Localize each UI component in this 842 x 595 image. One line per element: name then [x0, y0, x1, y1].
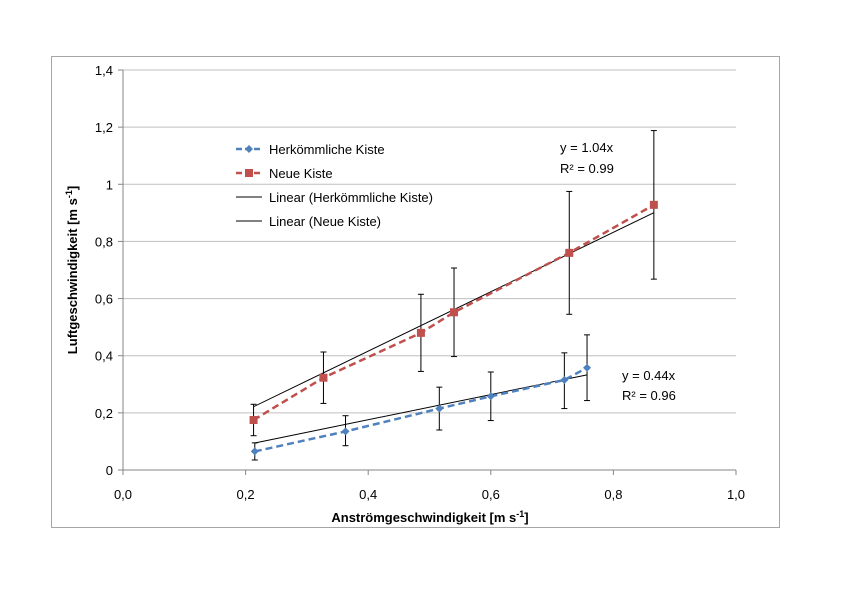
legend: Herkömmliche Kiste Neue Kiste Linear (Herk…: [236, 142, 433, 229]
data-point-diamond: [250, 447, 259, 456]
series: [249, 200, 658, 456]
x-tick-label: 0,8: [604, 487, 622, 502]
series-line-1: [252, 203, 655, 422]
x-tick-label: 0,2: [237, 487, 255, 502]
y-tick-label: 0,2: [95, 406, 113, 421]
equation-herkoemmliche-kiste: y = 0.44x R² = 0.96: [622, 368, 676, 403]
data-point-square: [416, 328, 425, 337]
x-tick-label: 0,6: [482, 487, 500, 502]
series-line-0: [254, 366, 588, 453]
legend-marker-square: [245, 169, 253, 177]
y-tick-label: 1: [106, 177, 113, 192]
data-point-square: [249, 416, 258, 424]
data-point-square: [319, 373, 328, 382]
legend-label-0: Herkömmliche Kiste: [269, 142, 385, 157]
y-tick-label: 0: [106, 463, 113, 478]
chart-frame: [51, 56, 780, 528]
data-point-diamond: [435, 404, 444, 413]
y-tick-label: 0,4: [95, 349, 113, 364]
y-tick-label: 0,6: [95, 292, 113, 307]
data-point-diamond: [341, 427, 350, 436]
data-point-diamond: [486, 392, 495, 401]
legend-marker-diamond: [245, 145, 253, 153]
y-tick-label: 1,4: [95, 63, 113, 78]
data-point-square: [450, 308, 459, 317]
y-axis-title: Luftgeschwindigkeit [m s-1]: [64, 186, 80, 354]
legend-label-2: Linear (Herkömmliche Kiste): [269, 190, 433, 205]
legend-label-1: Neue Kiste: [269, 166, 333, 181]
trendline-0: [254, 374, 588, 444]
y-tick-label: 0,8: [95, 234, 113, 249]
axes: 0 0,2 0,4 0,6 0,8 1 1,2 1,4 0,0 0,2 0,4 0,6 0,8 1,0: [95, 63, 745, 502]
x-tick-label: 0,4: [359, 487, 377, 502]
x-axis-title: Anströmgeschwindigkeit [m s-1]: [331, 509, 528, 525]
data-point-square: [649, 200, 658, 209]
x-tick-label: 1,0: [727, 487, 745, 502]
equation-neue-kiste: y = 1.04x R² = 0.99: [560, 140, 614, 176]
y-tick-label: 1,2: [95, 120, 113, 135]
data-point-diamond: [560, 376, 569, 384]
data-point-square: [565, 248, 574, 257]
x-tick-label: 0,0: [114, 487, 132, 502]
data-point-diamond: [583, 363, 592, 372]
gridlines: [123, 69, 736, 414]
legend-label-3: Linear (Neue Kiste): [269, 214, 381, 229]
